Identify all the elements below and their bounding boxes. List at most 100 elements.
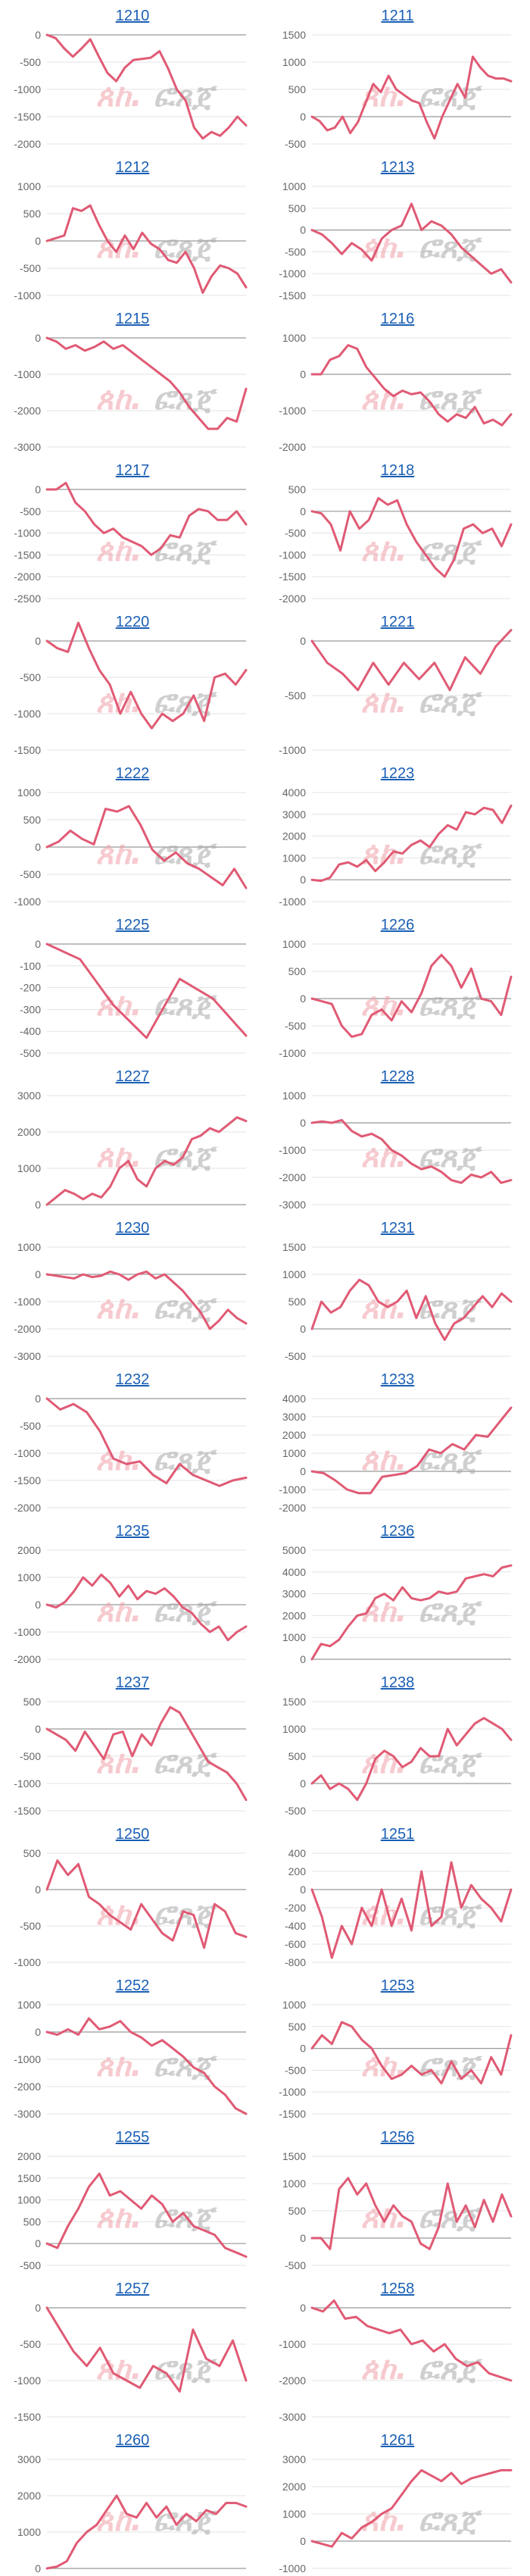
y-tick-label: -500 [285, 2064, 306, 2076]
line-chart: 1000 500 0 -500 -1000 ጰከ. ፎጸጀ [279, 938, 513, 1059]
logo-watermark: ጰከ. ፎጸጀ [361, 1443, 483, 1477]
chart-panel: 1212 1000 500 0 -500 -1000 ጰከ. ፎጸጀ [0, 152, 265, 303]
series-line [310, 1406, 513, 1495]
y-tick-label: 1000 [282, 2508, 306, 2520]
y-tick-label: 2000 [282, 1609, 306, 1621]
chart-title-link[interactable]: 1226 [380, 917, 415, 933]
y-tick-label: -1000 [14, 368, 41, 380]
chart-title-link[interactable]: 1220 [115, 614, 150, 630]
chart-title-link[interactable]: 1231 [380, 1220, 415, 1236]
series-line [310, 2299, 513, 2382]
y-tick-label: 1000 [282, 1999, 306, 2011]
y-tick-label: 0 [300, 1465, 306, 1477]
chart-title-link[interactable]: 1235 [115, 1523, 150, 1540]
y-tick-label: 0 [300, 505, 306, 517]
chart-title-link[interactable]: 1216 [380, 311, 415, 327]
chart-title-link[interactable]: 1230 [115, 1220, 150, 1236]
y-tick-label: 200 [288, 1865, 307, 1877]
chart-panel: 1231 1500 1000 500 0 -500 ጰከ. ፎጸጀ [265, 1212, 530, 1364]
chart-title-link[interactable]: 1253 [380, 1977, 415, 1994]
chart-title-link[interactable]: 1211 [381, 8, 414, 24]
y-tick-label: 0 [35, 2562, 41, 2574]
y-tick-label: 4000 [282, 1393, 306, 1405]
y-tick-label: -1000 [279, 2562, 306, 2574]
chart-title-link[interactable]: 1217 [115, 462, 150, 479]
y-tick-label: -2000 [14, 1502, 41, 1514]
chart-panel: 1222 1000 500 0 -500 -1000 ጰከ. ፎጸጀ [0, 758, 265, 909]
series-line [310, 1717, 513, 1802]
chart-panel: 1261 3000 2000 1000 0 -1000 ጰከ. ፎጸጀ [265, 2424, 530, 2576]
chart-title-link[interactable]: 1221 [380, 614, 415, 630]
chart-title-link[interactable]: 1210 [115, 8, 150, 24]
line-chart: 1000 500 0 -500 -1000 -1500 ጰከ. ፎጸጀ [279, 1999, 513, 2120]
y-tick-label: -1000 [14, 896, 41, 908]
chart-title-link[interactable]: 1232 [115, 1371, 150, 1388]
y-tick-label: 0 [300, 993, 306, 1005]
y-tick-label: -2000 [14, 1323, 41, 1335]
chart-title-link[interactable]: 1212 [115, 159, 150, 176]
y-tick-label: 3000 [282, 2453, 306, 2465]
chart-title-link[interactable]: 1227 [115, 1068, 150, 1085]
series-line [45, 621, 248, 730]
y-tick-label: -500 [20, 2259, 41, 2271]
y-tick-label: 500 [23, 1847, 42, 1859]
y-tick-label: -1000 [279, 2086, 306, 2098]
series-line [45, 336, 248, 430]
chart-title-link[interactable]: 1215 [115, 311, 150, 327]
svg-text:ፎጸጀ: ፎጸጀ [419, 2200, 483, 2235]
y-tick-label: 400 [288, 1847, 307, 1859]
y-tick-label: -2000 [279, 2374, 306, 2387]
y-tick-label: 1000 [17, 1241, 41, 1253]
svg-text:ፎጸጀ: ፎጸጀ [419, 230, 483, 265]
chart-title-link[interactable]: 1225 [115, 917, 150, 933]
chart-title-link[interactable]: 1251 [380, 1826, 415, 1843]
chart-title-link[interactable]: 1237 [115, 1674, 150, 1691]
chart-title-link[interactable]: 1257 [115, 2281, 150, 2297]
y-tick-label: -1000 [14, 83, 41, 95]
y-tick-label: 0 [300, 1777, 306, 1790]
svg-text:ጰከ.: ጰከ. [96, 533, 142, 568]
y-tick-label: 1000 [282, 332, 306, 344]
series-line [45, 2494, 248, 2570]
chart-title-link[interactable]: 1258 [380, 2281, 415, 2297]
chart-title-link[interactable]: 1250 [115, 1826, 150, 1843]
y-tick-label: -1000 [279, 1144, 306, 1156]
chart-title-link[interactable]: 1238 [380, 1674, 415, 1691]
series-line [310, 2021, 513, 2085]
chart-title-link[interactable]: 1255 [115, 2129, 150, 2146]
svg-text:ፎጸጀ: ፎጸጀ [419, 1443, 483, 1477]
y-tick-label: 1500 [282, 29, 306, 41]
chart-title-link[interactable]: 1260 [115, 2432, 150, 2449]
chart-title-link[interactable]: 1228 [380, 1068, 415, 1085]
chart-panel: 1228 1000 0 -1000 -2000 -3000 ጰከ. ፎጸጀ [265, 1061, 530, 1212]
y-tick-label: 0 [35, 1723, 41, 1735]
y-tick-label: 0 [300, 1653, 306, 1665]
chart-title-link[interactable]: 1261 [380, 2432, 415, 2449]
series-line [310, 1118, 513, 1184]
y-tick-label: -2000 [14, 571, 41, 583]
logo-watermark: ጰከ. ፎጸጀ [96, 1594, 218, 1629]
svg-text:ፎጸጀ: ፎጸጀ [154, 533, 218, 568]
line-chart: 1000 0 -1000 -2000 -3000 ጰከ. ፎጸጀ [14, 1241, 248, 1362]
chart-title-link[interactable]: 1218 [380, 462, 415, 479]
series-line [310, 344, 513, 427]
chart-title-link[interactable]: 1222 [115, 765, 150, 782]
svg-text:ፎጸጀ: ፎጸጀ [419, 836, 483, 871]
chart-panel: 1251 400 200 0 -200 -400 -600 -800 ጰከ. ፎጸጀ [265, 1818, 530, 1970]
chart-title-link[interactable]: 1233 [380, 1371, 415, 1388]
y-tick-label: -500 [285, 2259, 306, 2271]
chart-title-link[interactable]: 1252 [115, 1977, 150, 1994]
chart-title-link[interactable]: 1236 [380, 1523, 415, 1540]
y-tick-label: 0 [35, 483, 41, 496]
line-chart: 500 0 -500 -1000 ጰከ. ፎጸጀ [14, 1847, 248, 1968]
y-tick-label: 1000 [282, 1723, 306, 1735]
chart-title-link[interactable]: 1223 [380, 765, 415, 782]
series-line [45, 1116, 248, 1206]
svg-text:ጰከ.: ጰከ. [96, 1594, 142, 1629]
y-tick-label: -500 [285, 527, 306, 539]
y-tick-label: -2500 [14, 592, 41, 605]
chart-title-link[interactable]: 1256 [380, 2129, 415, 2146]
chart-title-link[interactable]: 1213 [380, 159, 415, 176]
svg-text:ፎጸጀ: ፎጸጀ [419, 2503, 483, 2538]
